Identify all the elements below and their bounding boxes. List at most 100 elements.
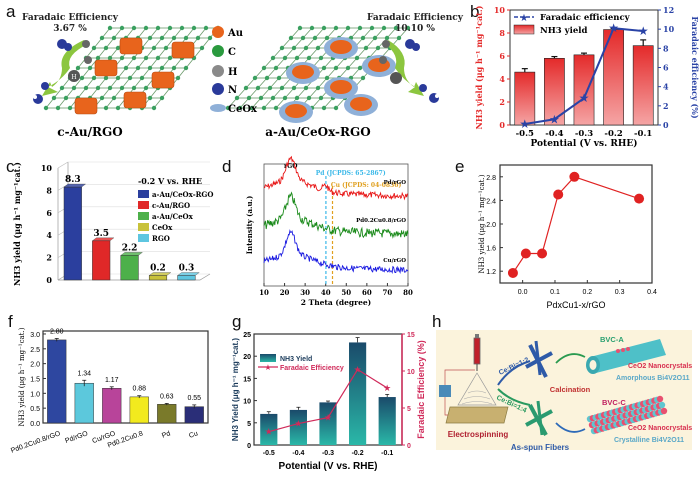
bar-5 [184, 406, 204, 424]
legend-label: RGO [152, 234, 170, 243]
y-tick-label: 0 [499, 120, 505, 130]
legend-label: c-Au/RGO [152, 201, 190, 210]
x-tick-label: 0.4 [647, 289, 657, 296]
y2-tick-label: 6 [663, 63, 669, 73]
crystalline-bivo-label: Crystalline Bi4V2O11 [614, 437, 684, 444]
legend-fe-label: Faradaic Efficiency [280, 365, 344, 372]
y-tick-label: 2.4 [486, 198, 496, 205]
bar-nh3-yield [573, 54, 595, 126]
carbon-atom-icon [357, 65, 363, 71]
c-c-bond [317, 77, 328, 89]
fe-star-marker: ★ [519, 117, 530, 131]
y-tick-label: 2.0 [486, 222, 496, 229]
carbon-atom-icon [131, 85, 137, 91]
fe-line [524, 27, 644, 126]
y2-tick-label: 10 [663, 24, 675, 34]
c-c-bond [263, 97, 274, 109]
au-cluster-icon [330, 80, 352, 94]
y2-axis-label: Faradaic efficiency (%) [690, 16, 700, 119]
carbon-atom-icon [127, 75, 133, 81]
caption-a-au-ceox-rgo: a-Au/CeOx-RGO [265, 125, 370, 139]
h-atom-icon [382, 40, 390, 48]
carbon-atom-icon [261, 65, 267, 71]
c-c-bond [248, 87, 259, 99]
c-c-bond [368, 47, 379, 59]
carbon-atom-icon [333, 25, 339, 31]
carbon-atom-icon [63, 95, 69, 101]
fe-title-left: Faradaic Efficiency [22, 13, 119, 23]
c-c-bond [260, 87, 271, 99]
au-ceox-clusters-right [279, 37, 396, 123]
h-atom-icon [379, 56, 387, 64]
h-atom-icon [82, 40, 90, 48]
bvc-c-tube-icon [586, 395, 668, 435]
c-c-bond [323, 57, 334, 69]
y2-tick-label: 8 [663, 43, 669, 53]
fe-value-right: 10.10 % [395, 24, 435, 34]
y-tick-label: 10 [494, 5, 506, 15]
h-atom-icon [68, 70, 80, 82]
fibers-blue-icon [525, 340, 553, 378]
c-c-bond [263, 57, 274, 69]
legend-nh3-label: NH3 Yield [280, 356, 312, 363]
bar-3 [148, 275, 168, 281]
y-tick-label: 1.0 [30, 391, 40, 398]
carbon-atom-icon [294, 95, 300, 101]
bar-nh3-yield [289, 409, 307, 445]
x-tick-label: Pd/rGO [64, 430, 89, 445]
fibers-green-icon [525, 400, 553, 436]
h-atom-icon [390, 72, 402, 84]
h-atom-label: H [71, 74, 76, 81]
y-tick-label: 1.5 [30, 376, 40, 383]
carbon-atom-icon [199, 45, 205, 51]
carbon-atom-icon [159, 65, 165, 71]
nanocrystal-bead [660, 407, 668, 415]
legend-fe-label: Faradaic efficiency [540, 13, 631, 23]
x-tick-label: 20 [280, 288, 290, 297]
x-axis-label: PdxCu1-x/rGO [546, 300, 605, 310]
c-c-bond [317, 37, 328, 49]
data-label: 1.17 [105, 377, 119, 384]
carbon-atom-icon [276, 75, 282, 81]
legend-h-icon [212, 65, 224, 77]
jet-spiral-icon [461, 390, 493, 405]
c-c-bond [347, 57, 358, 69]
c-c-bond [350, 67, 361, 79]
chart-b: 0 2 4 6 8 10 0 2 4 6 8 10 12 NH3 yield (μg h⁻¹ mg⁻¹ca… [474, 5, 700, 149]
au-cluster-icon [151, 71, 175, 89]
carbon-atom-icon [131, 25, 137, 31]
carbon-atom-icon [131, 55, 137, 61]
carbon-atom-icon [175, 75, 181, 81]
carbon-atom-icon [279, 85, 285, 91]
x-tick-label: 30 [300, 288, 310, 297]
c-c-bond [266, 67, 277, 79]
x-tick-label: 50 [341, 288, 351, 297]
y-tick-label: 20 [243, 354, 251, 361]
bar-3 [129, 396, 149, 424]
xrd-curve-2 [263, 229, 409, 275]
au-clusters-left [74, 37, 195, 115]
ceo2-nanocrystals-a-label: CeO2 Nanocrystals [628, 363, 692, 370]
c-c-bond [284, 87, 295, 99]
carbon-atom-icon [119, 25, 125, 31]
y2-tick-label: 0 [407, 443, 411, 450]
chart-f: 0.0 0.5 1.0 1.5 2.0 2.5 3.0 NH3 yield (μg h⁻¹ m… [10, 327, 209, 455]
carbon-atom-icon [143, 85, 149, 91]
bar-nh3-yield [632, 45, 654, 126]
carbon-atom-icon [43, 105, 49, 111]
fe-value-left: 3.67 % [53, 24, 87, 34]
y-axis-label: NH3 yield (μg h⁻¹ mg⁻¹cat.) [18, 327, 26, 426]
carbon-atom-icon [360, 75, 366, 81]
carbon-atom-icon [107, 85, 113, 91]
bar-nh3-yield [349, 342, 367, 445]
x-axis-label: Potential (V vs. RHE) [531, 138, 638, 149]
y2-tick-label: 10 [407, 369, 415, 376]
c-c-bond [272, 87, 283, 99]
carbon-atom-icon [267, 85, 273, 91]
carbon-atom-icon [111, 95, 117, 101]
y2-tick-label: 15 [407, 332, 415, 339]
x-tick-label: -0.2 [352, 450, 364, 457]
carbon-atom-icon [191, 25, 197, 31]
carbon-atom-icon [306, 95, 312, 101]
y2-tick-label: 12 [663, 5, 674, 15]
